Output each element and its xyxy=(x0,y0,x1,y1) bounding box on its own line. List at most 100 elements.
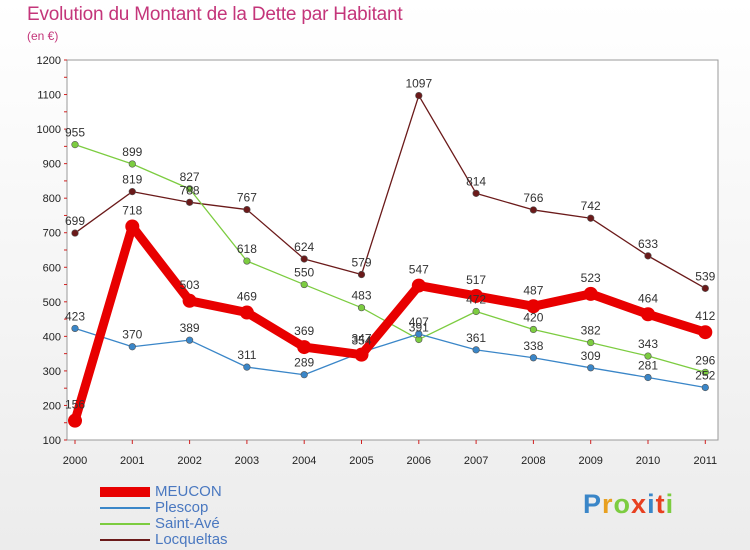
x-tick-label: 2003 xyxy=(235,455,259,467)
legend-swatch-meucon xyxy=(100,487,150,497)
data-point xyxy=(583,286,598,301)
data-label: 814 xyxy=(466,174,486,188)
x-tick-label: 2005 xyxy=(349,455,373,467)
data-point xyxy=(71,229,79,237)
data-point xyxy=(698,325,713,340)
data-label: 699 xyxy=(65,214,85,228)
data-point xyxy=(644,373,652,382)
series-line-meucon xyxy=(70,222,710,426)
data-point xyxy=(186,185,194,193)
data-point xyxy=(68,413,82,428)
data-label: 487 xyxy=(523,283,543,297)
chart-title: Evolution du Montant de la Dette par Hab… xyxy=(27,4,403,25)
data-label: 517 xyxy=(466,273,486,287)
data-point xyxy=(357,304,366,312)
data-label: 281 xyxy=(638,358,658,372)
data-point xyxy=(411,278,426,293)
data-label: 338 xyxy=(523,339,543,353)
data-label: 309 xyxy=(581,349,601,363)
data-point xyxy=(472,189,480,197)
data-label: 343 xyxy=(638,337,658,351)
y-tick-label: 300 xyxy=(43,366,61,378)
x-tick-label: 2009 xyxy=(578,455,602,467)
data-point xyxy=(243,363,251,371)
plot-area xyxy=(66,59,719,441)
data-point xyxy=(182,293,197,308)
x-tick-label: 2004 xyxy=(292,455,316,467)
data-point xyxy=(587,364,595,372)
proxiti-logo: Proxiti xyxy=(583,489,675,519)
data-point xyxy=(357,270,366,279)
data-label: 391 xyxy=(409,320,429,334)
series-line-locqueltas xyxy=(74,94,706,289)
y-tick-label: 1100 xyxy=(37,90,61,102)
data-point xyxy=(529,206,538,214)
data-label: 407 xyxy=(409,315,429,329)
data-label: 412 xyxy=(695,309,715,323)
legend-item-meucon[interactable]: MEUCON xyxy=(100,484,228,500)
x-tick-label: 2008 xyxy=(521,455,545,467)
legend-item-locqueltas[interactable]: Locqueltas xyxy=(100,532,228,548)
data-point xyxy=(415,330,423,338)
data-point xyxy=(472,346,480,354)
data-label: 311 xyxy=(237,348,256,362)
legend-label: MEUCON xyxy=(155,483,222,500)
data-point xyxy=(472,307,480,316)
data-label: 819 xyxy=(122,173,142,187)
legend-item-saint-ave[interactable]: Saint-Avé xyxy=(100,516,228,532)
data-label: 483 xyxy=(351,289,371,303)
data-label: 382 xyxy=(581,324,601,338)
x-tick-label: 2006 xyxy=(407,455,431,467)
data-point xyxy=(243,257,251,265)
y-tick-label: 800 xyxy=(43,193,61,205)
data-label: 523 xyxy=(581,271,601,285)
data-point xyxy=(128,160,136,168)
data-point xyxy=(71,141,79,149)
data-point xyxy=(297,340,312,355)
data-label: 899 xyxy=(122,145,142,159)
data-point xyxy=(701,368,709,376)
x-tick-label: 2000 xyxy=(63,455,87,467)
data-label: 547 xyxy=(409,263,429,277)
data-point xyxy=(186,198,194,206)
data-label: 252 xyxy=(695,368,715,382)
data-label: 624 xyxy=(294,240,314,254)
unit-label: (en €) xyxy=(27,29,59,43)
data-label: 955 xyxy=(65,126,85,140)
data-point xyxy=(587,214,595,222)
data-label: 618 xyxy=(237,242,257,256)
data-label: 464 xyxy=(638,291,658,305)
data-point xyxy=(354,347,369,362)
legend: MEUCON Plescop Saint-Avé Locqueltas xyxy=(100,484,228,548)
y-tick-label: 500 xyxy=(43,297,61,309)
y-tick-label: 200 xyxy=(43,400,61,412)
y-tick-label: 700 xyxy=(43,228,61,240)
data-label: 718 xyxy=(122,204,142,218)
data-point xyxy=(701,284,709,292)
legend-label: Plescop xyxy=(155,499,209,516)
data-point xyxy=(300,255,308,263)
legend-swatch-locqueltas xyxy=(100,539,150,541)
data-point xyxy=(587,338,595,347)
data-label: 827 xyxy=(180,170,200,184)
data-label: 370 xyxy=(122,328,142,342)
data-point xyxy=(469,288,484,303)
data-point xyxy=(529,325,538,334)
data-point xyxy=(300,280,308,289)
data-label: 539 xyxy=(695,269,715,283)
data-label: 788 xyxy=(180,183,200,197)
x-tick-label: 2010 xyxy=(636,455,660,467)
data-point xyxy=(701,383,709,392)
data-point xyxy=(128,343,136,351)
data-point xyxy=(125,219,140,234)
data-label: 469 xyxy=(237,290,257,304)
data-label: 550 xyxy=(294,266,314,280)
legend-item-plescop[interactable]: Plescop xyxy=(100,500,228,516)
data-point xyxy=(415,91,423,100)
data-point xyxy=(300,371,308,379)
legend-swatch-plescop xyxy=(100,507,150,509)
data-label: 1097 xyxy=(405,77,432,91)
y-tick-label: 400 xyxy=(43,331,61,343)
